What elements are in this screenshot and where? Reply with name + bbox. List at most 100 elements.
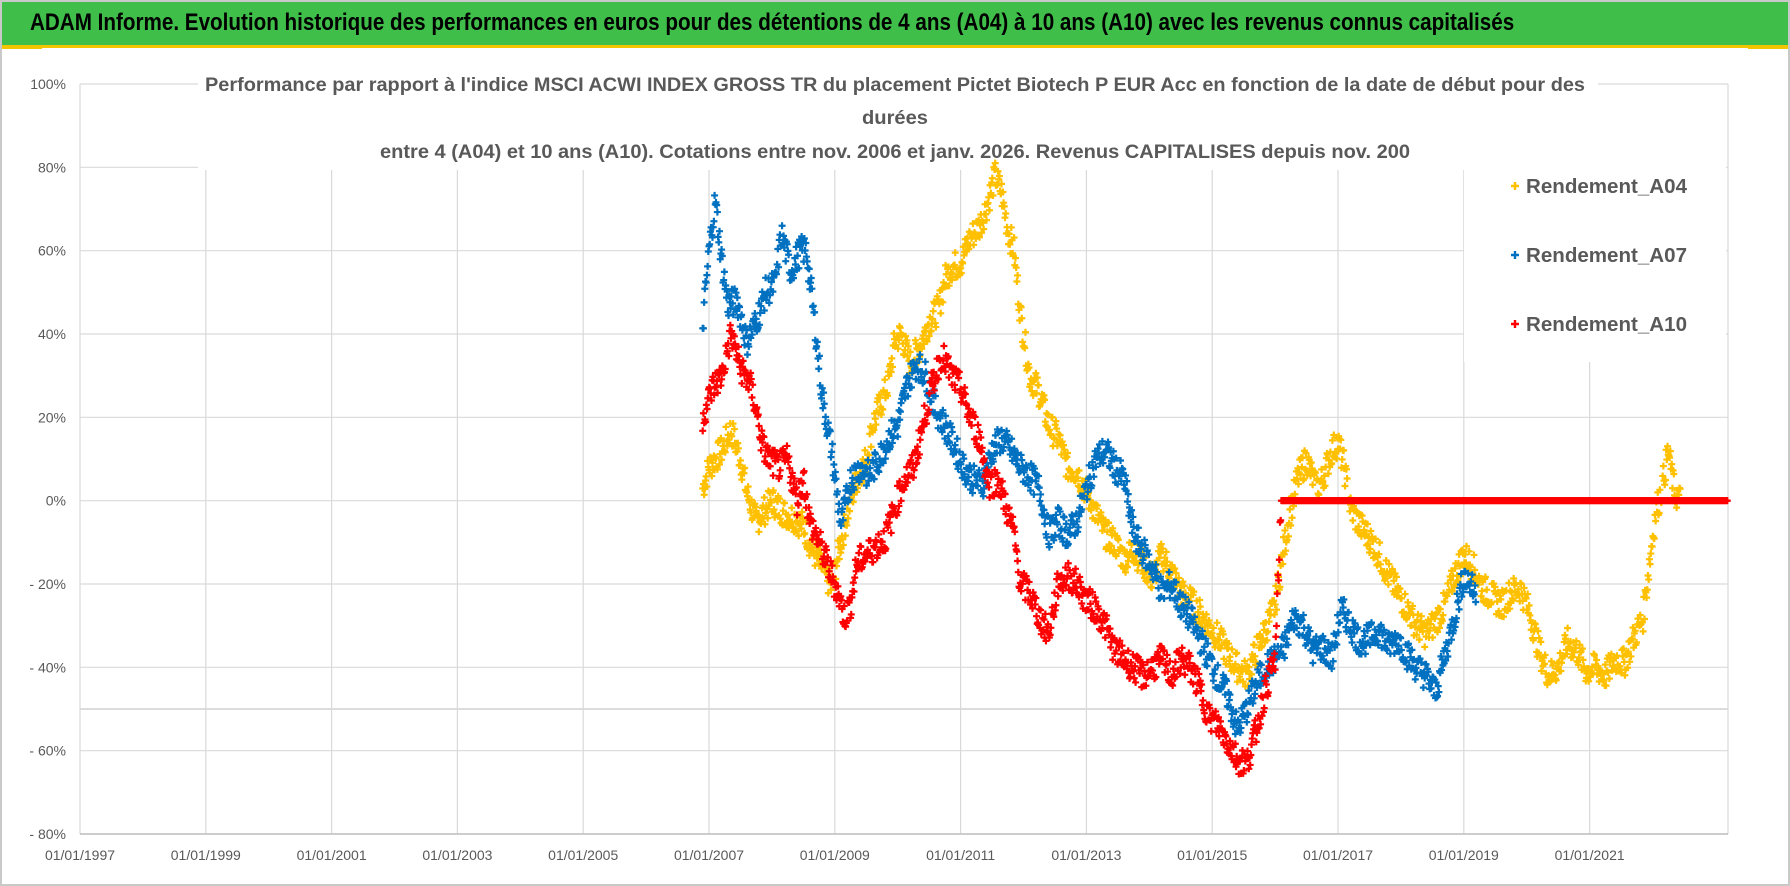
data-point [1175,593,1183,601]
data-point [951,261,959,269]
data-point [1228,645,1236,653]
data-point [1069,579,1077,587]
data-point [1070,570,1078,578]
data-point [738,379,746,387]
data-point [770,506,778,514]
data-point [1572,637,1580,645]
data-point [1054,592,1062,600]
data-point [844,514,852,522]
data-point [822,546,830,554]
data-point [854,557,862,565]
data-point [1646,560,1654,568]
data-point [1197,687,1205,695]
data-point [1035,472,1043,480]
data-point [1105,519,1113,527]
data-point [1143,547,1151,555]
data-point [1131,662,1139,670]
data-point [1256,630,1264,638]
data-point [1217,644,1225,652]
data-point [1429,633,1437,641]
data-point [794,252,802,260]
data-point [760,493,768,501]
data-point [848,593,856,601]
data-point [1215,713,1222,721]
data-point [723,287,731,295]
data-point [939,406,947,414]
data-point [1188,666,1196,674]
data-point [1517,580,1525,588]
data-point [1196,603,1204,611]
data-point [1403,614,1411,622]
y-tick-label: - 40% [29,659,66,675]
data-point [1078,506,1086,514]
data-point [1328,459,1336,467]
data-point [948,276,956,284]
data-point [1639,627,1647,635]
data-point [1051,531,1059,539]
data-point [720,276,728,284]
data-point [1251,690,1259,698]
data-point [825,567,833,575]
data-point [1157,540,1165,548]
data-point [800,235,808,243]
data-point [1143,658,1151,666]
data-point [1506,587,1514,595]
data-point [1000,202,1008,210]
data-point [857,543,865,551]
data-point [1291,490,1299,498]
data-point [1324,470,1332,478]
data-point [841,532,849,540]
data-point [1450,626,1458,634]
data-point [707,396,715,404]
data-point [984,479,992,487]
data-point [1246,761,1254,769]
data-point [1209,634,1217,642]
data-point [1355,523,1363,531]
data-point [769,472,777,480]
data-point [1139,570,1147,578]
data-point [1171,658,1179,666]
data-point [1084,488,1092,496]
data-point [1668,460,1676,468]
data-point [718,252,726,260]
data-point [1023,464,1031,472]
data-point [1050,613,1058,621]
data-point [748,394,756,402]
data-point [908,369,916,377]
data-point [1299,611,1307,619]
data-point [1277,643,1285,651]
data-point [776,472,784,480]
data-point [1241,657,1249,665]
data-point [733,307,741,315]
data-point [1452,614,1460,622]
data-point [1259,693,1267,701]
data-point [776,231,784,239]
data-point [1478,587,1486,595]
data-point [999,188,1007,196]
data-point [1363,627,1371,635]
data-point [847,610,855,618]
data-point [743,351,751,359]
data-point [828,562,836,570]
data-point [1198,680,1206,688]
data-point [925,389,933,397]
data-point [904,342,912,350]
data-point [1047,624,1055,632]
data-point [868,552,876,560]
data-point [1321,482,1329,490]
data-point [1009,513,1017,521]
data-point [713,201,721,209]
data-point [1626,658,1634,666]
data-point [715,227,723,235]
data-point [835,555,843,563]
data-point [786,464,794,472]
data-point [1026,486,1034,494]
y-tick-label: 0% [46,493,66,509]
data-point [1380,626,1388,634]
data-point [1109,656,1117,664]
data-point [927,327,935,335]
data-point [927,378,935,386]
data-point [1088,588,1096,596]
data-point [732,289,740,297]
data-point [721,448,729,456]
